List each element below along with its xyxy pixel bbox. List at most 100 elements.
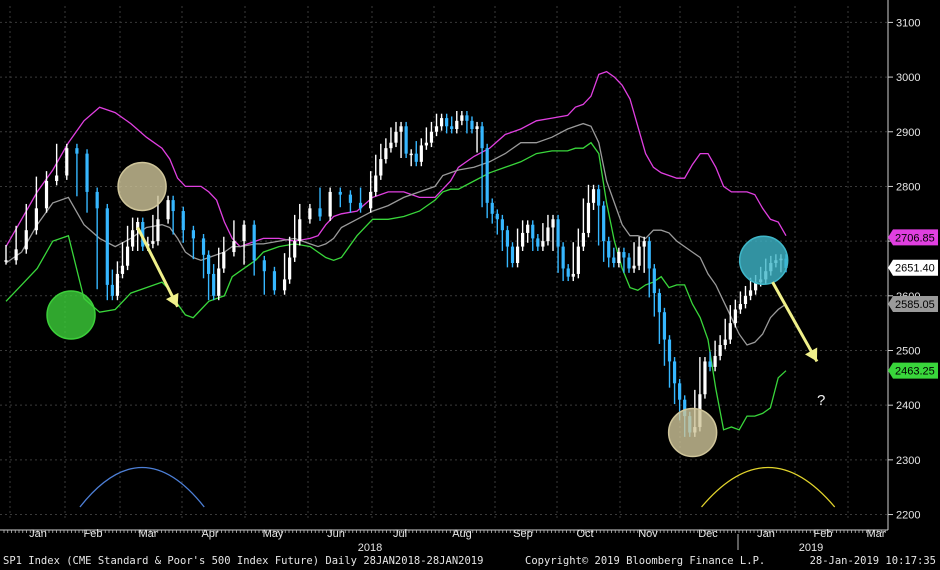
- price-body: [110, 284, 114, 296]
- price-body: [389, 142, 393, 149]
- price-body: [115, 273, 120, 296]
- price-body: [607, 241, 611, 258]
- price-body: [586, 202, 591, 233]
- price-body: [217, 268, 221, 296]
- cycle-arc: [701, 466, 836, 508]
- price-body: [505, 230, 510, 247]
- price-body: [379, 159, 383, 176]
- price-body: [298, 219, 302, 242]
- badge-shape: [888, 229, 938, 246]
- footer-timestamp: 28-Jan-2019 10:17:35: [809, 555, 936, 567]
- price-body: [419, 145, 423, 162]
- price-body: [632, 265, 636, 269]
- footer-title: SP1 Index (CME Standard & Poor's 500 Ind…: [3, 555, 484, 567]
- x-month-label: Dec: [698, 528, 718, 540]
- price-body: [556, 219, 560, 247]
- price-body: [95, 191, 99, 209]
- price-body: [450, 126, 454, 130]
- price-body: [424, 142, 428, 146]
- price-body: [252, 224, 256, 261]
- highlight-circle: [46, 290, 96, 340]
- price-body: [4, 260, 8, 262]
- chart-footer: SP1 Index (CME Standard & Poor's 500 Ind…: [0, 553, 940, 570]
- price-body: [434, 126, 439, 132]
- price-body: [212, 273, 216, 296]
- price-body: [602, 205, 606, 242]
- price-body: [647, 241, 651, 269]
- y-tick-label: 2300: [896, 455, 920, 467]
- x-month-label: Jun: [327, 528, 345, 540]
- price-body: [703, 361, 707, 395]
- x-month-label: Jan: [29, 528, 47, 540]
- price-body: [521, 232, 525, 247]
- price-body: [125, 246, 130, 266]
- price-body: [181, 211, 185, 231]
- x-month-label: Mar: [867, 528, 886, 540]
- price-body: [120, 265, 125, 274]
- x-month-label: Jul: [393, 528, 407, 540]
- price-body: [541, 241, 545, 247]
- y-tick-label: 2900: [896, 127, 920, 139]
- price-body: [465, 115, 469, 121]
- price-body: [708, 361, 712, 367]
- y-tick-label: 2200: [896, 510, 920, 522]
- badge-price: 2651.40: [888, 259, 938, 276]
- price-body: [131, 230, 135, 247]
- price-body: [105, 208, 109, 285]
- badge-lower-band: 2463.25: [888, 362, 938, 379]
- price-body: [733, 309, 737, 324]
- arrow-head: [804, 347, 818, 362]
- price-body: [622, 252, 626, 258]
- band-line: [5, 141, 787, 431]
- price-body: [222, 252, 226, 269]
- badge-value: 2585.05: [895, 299, 935, 311]
- footer-copyright: Copyright© 2019 Bloomberg Finance L.P.: [525, 555, 766, 567]
- trend-arrow: [771, 281, 819, 363]
- x-month-label: Apr: [201, 528, 218, 540]
- price-body: [65, 148, 69, 176]
- price-body: [571, 273, 575, 277]
- price-body: [166, 200, 170, 220]
- price-body: [348, 194, 353, 203]
- price-body: [242, 224, 246, 242]
- price-body: [561, 246, 565, 269]
- price-body: [713, 355, 717, 367]
- price-body: [460, 115, 464, 121]
- price-body: [596, 189, 601, 206]
- price-body: [14, 249, 18, 261]
- price-body: [206, 254, 211, 274]
- price-body: [262, 260, 266, 272]
- price-body: [429, 131, 434, 143]
- badge-shape: [888, 362, 938, 379]
- price-body: [662, 312, 667, 340]
- price-body: [318, 208, 322, 217]
- x-month-label: Mar: [139, 528, 158, 540]
- price-body: [288, 257, 292, 280]
- price-body: [282, 279, 287, 291]
- price-body: [718, 345, 722, 356]
- price-body: [24, 230, 28, 250]
- price-body: [678, 383, 682, 400]
- y-tick-label: 2500: [896, 345, 920, 357]
- price-body: [581, 232, 586, 247]
- price-body: [515, 246, 520, 263]
- badge-shape: [888, 295, 938, 312]
- price-body: [546, 227, 550, 242]
- price-body: [617, 252, 621, 263]
- x-month-label: May: [263, 528, 284, 540]
- trend-arrow: [136, 226, 179, 308]
- price-body: [495, 213, 499, 220]
- price-body: [85, 153, 89, 192]
- band-series: [5, 70, 787, 431]
- price-body: [612, 257, 616, 263]
- price-body: [490, 202, 494, 214]
- price-body: [642, 241, 646, 247]
- price-body: [470, 120, 474, 130]
- price-body: [500, 219, 504, 231]
- grid-lines: [0, 6, 888, 520]
- price-body: [526, 224, 530, 233]
- y-tick-label: 2400: [896, 400, 920, 412]
- price-body: [55, 175, 59, 181]
- price-body: [338, 191, 342, 195]
